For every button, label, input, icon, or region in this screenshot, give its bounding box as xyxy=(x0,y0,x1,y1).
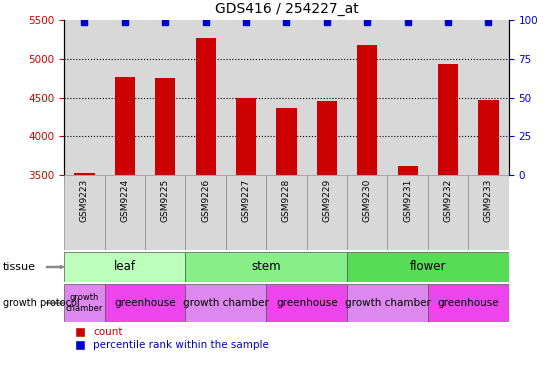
Text: greenhouse: greenhouse xyxy=(276,298,338,308)
Text: GSM9232: GSM9232 xyxy=(444,179,453,222)
Bar xyxy=(145,20,186,175)
Legend: count, percentile rank within the sample: count, percentile rank within the sample xyxy=(69,327,269,350)
Bar xyxy=(64,284,105,322)
Bar xyxy=(74,173,94,175)
Text: GSM9233: GSM9233 xyxy=(484,179,493,222)
Text: GSM9224: GSM9224 xyxy=(120,179,129,222)
Bar xyxy=(347,20,387,175)
Bar xyxy=(145,175,186,250)
Bar xyxy=(186,284,266,322)
Bar xyxy=(307,20,347,175)
Text: GSM9231: GSM9231 xyxy=(403,179,412,222)
Bar xyxy=(105,20,145,175)
Bar xyxy=(468,175,509,250)
Text: growth chamber: growth chamber xyxy=(183,298,269,308)
Bar xyxy=(468,20,509,175)
Bar xyxy=(64,20,105,175)
Text: GSM9223: GSM9223 xyxy=(80,179,89,222)
Bar xyxy=(387,175,428,250)
Text: growth protocol: growth protocol xyxy=(3,298,79,308)
Bar xyxy=(347,252,509,282)
Bar xyxy=(236,97,256,175)
Bar xyxy=(307,175,347,250)
Text: greenhouse: greenhouse xyxy=(114,298,176,308)
Bar xyxy=(347,284,428,322)
Bar xyxy=(64,175,105,250)
Bar xyxy=(266,20,307,175)
Bar xyxy=(155,78,176,175)
Bar xyxy=(317,101,337,175)
Bar xyxy=(276,108,297,175)
Bar xyxy=(479,100,499,175)
Bar xyxy=(186,252,347,282)
Bar xyxy=(428,175,468,250)
Bar xyxy=(357,45,377,175)
Text: greenhouse: greenhouse xyxy=(438,298,499,308)
Text: GSM9228: GSM9228 xyxy=(282,179,291,222)
Text: GSM9227: GSM9227 xyxy=(241,179,250,222)
Text: flower: flower xyxy=(410,261,446,273)
Bar xyxy=(266,175,307,250)
Bar xyxy=(226,20,266,175)
Text: GSM9230: GSM9230 xyxy=(363,179,372,222)
Bar xyxy=(428,20,468,175)
Bar xyxy=(196,38,216,175)
Text: GSM9229: GSM9229 xyxy=(323,179,331,222)
Text: tissue: tissue xyxy=(3,262,36,272)
Bar xyxy=(387,20,428,175)
Text: growth chamber: growth chamber xyxy=(344,298,430,308)
Bar xyxy=(438,64,458,175)
Text: GSM9225: GSM9225 xyxy=(161,179,170,222)
Bar xyxy=(347,175,387,250)
Bar xyxy=(226,175,266,250)
Text: GSM9226: GSM9226 xyxy=(201,179,210,222)
Bar xyxy=(266,284,347,322)
Bar xyxy=(64,252,186,282)
Text: growth
chamber: growth chamber xyxy=(66,293,103,313)
Bar xyxy=(105,284,186,322)
Bar xyxy=(186,175,226,250)
Bar xyxy=(397,166,418,175)
Bar xyxy=(105,175,145,250)
Title: GDS416 / 254227_at: GDS416 / 254227_at xyxy=(215,2,358,16)
Text: stem: stem xyxy=(252,261,281,273)
Text: leaf: leaf xyxy=(114,261,136,273)
Bar xyxy=(115,77,135,175)
Bar xyxy=(186,20,226,175)
Bar xyxy=(428,284,509,322)
